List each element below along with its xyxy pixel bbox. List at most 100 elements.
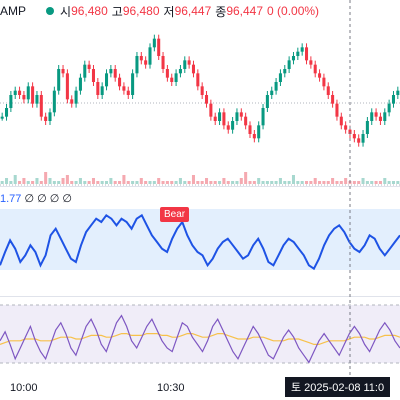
candle-body (96, 82, 100, 95)
oscillator-pane (0, 213, 400, 271)
high-label: 고 (111, 4, 123, 19)
volume-bar (183, 181, 187, 184)
volume-bar (344, 178, 348, 184)
volume-bar (178, 178, 182, 184)
rsi-pane (0, 304, 400, 364)
candle-body (391, 95, 395, 104)
candle-body (331, 95, 335, 104)
candle-body (170, 77, 174, 82)
candle-body (105, 73, 109, 87)
high-value: 96,480 (122, 4, 160, 18)
candle-body (48, 112, 52, 121)
candle-body (361, 134, 365, 143)
volume-bar (48, 178, 52, 184)
candle-body (57, 69, 61, 91)
volume-bar (378, 181, 382, 184)
volume-bar (118, 181, 122, 184)
volume-bar (13, 175, 17, 184)
candle-body (274, 82, 278, 91)
candle-body (365, 121, 369, 134)
volume-bar (22, 178, 26, 184)
volume-bar (287, 181, 291, 184)
candle-body (157, 38, 161, 56)
volume-bars (0, 172, 400, 184)
time-axis[interactable]: 10:00 10:30 (0, 375, 400, 400)
candle-body (287, 60, 291, 69)
candle-body (261, 108, 265, 126)
volume-bar (100, 181, 104, 184)
candle-body (248, 125, 252, 134)
crosshair-time-label: 토 2025-02-08 11:0 (285, 377, 391, 397)
candle-body (378, 116, 382, 121)
candle-body (374, 112, 378, 117)
candle-body (218, 112, 222, 121)
volume-bar (387, 181, 391, 184)
volume-bar (157, 178, 161, 184)
oscillator-line (0, 213, 400, 271)
candle-body (91, 69, 95, 82)
volume-bar (239, 178, 243, 184)
volume-bar (187, 181, 191, 184)
candle-body (326, 86, 330, 95)
candle-body (65, 73, 69, 100)
volume-bar (252, 181, 256, 184)
volume-bar (96, 181, 100, 184)
volume-bar (318, 181, 322, 184)
close-label: 종 (215, 4, 227, 19)
volume-bar (235, 181, 239, 184)
rsi-line (0, 314, 400, 364)
low-label: 저 (163, 4, 175, 19)
volume-bar (339, 181, 343, 184)
candle-body (209, 103, 213, 117)
candle-body (83, 64, 87, 78)
rsi-band (0, 305, 400, 363)
open-label: 시 (60, 4, 72, 19)
time-tick: 10:30 (157, 382, 185, 394)
candle-body (139, 56, 143, 61)
candle-body (100, 86, 104, 95)
volume-bar (218, 181, 222, 184)
candle-body (122, 86, 126, 91)
volume-bar (78, 178, 82, 184)
volume-bar (18, 181, 22, 184)
volume-bar (383, 178, 387, 184)
candle-body (13, 90, 17, 95)
volume-bar (391, 181, 395, 184)
candle-body (131, 73, 135, 95)
volume-bar (70, 181, 74, 184)
symbol-name[interactable]: AMP (0, 4, 27, 18)
candle-body (22, 95, 26, 100)
volume-bar (370, 181, 374, 184)
volume-bar (26, 181, 30, 184)
open-value: 96,480 (71, 4, 108, 18)
candle-body (5, 108, 9, 117)
chart-canvas[interactable] (0, 0, 400, 375)
candle-body (322, 77, 326, 87)
candle-body (283, 69, 287, 74)
oscillator-value: 1.77 (0, 193, 22, 205)
time-tick: 10:00 (10, 382, 38, 394)
volume-bar (226, 181, 230, 184)
pane-separator[interactable] (0, 186, 400, 187)
volume-bar (196, 181, 200, 184)
volume-bar (209, 181, 213, 184)
pane-separator[interactable] (0, 296, 400, 297)
volume-bar (283, 181, 287, 184)
volume-bar (244, 172, 248, 184)
candle-body (109, 69, 113, 74)
candle-body (339, 116, 343, 126)
candle-body (352, 134, 356, 139)
volume-bar (35, 178, 39, 184)
candle-body (305, 47, 309, 61)
candle-body (291, 56, 295, 61)
volume-bar (126, 181, 130, 184)
volume-bar (52, 181, 56, 184)
candle-body (183, 60, 187, 69)
candle-body (178, 69, 182, 74)
volume-bar (74, 181, 78, 184)
volume-bar (265, 181, 269, 184)
candle-body (61, 69, 65, 74)
candle-body (239, 112, 243, 117)
candle-body (213, 116, 217, 121)
volume-bar (31, 181, 35, 184)
